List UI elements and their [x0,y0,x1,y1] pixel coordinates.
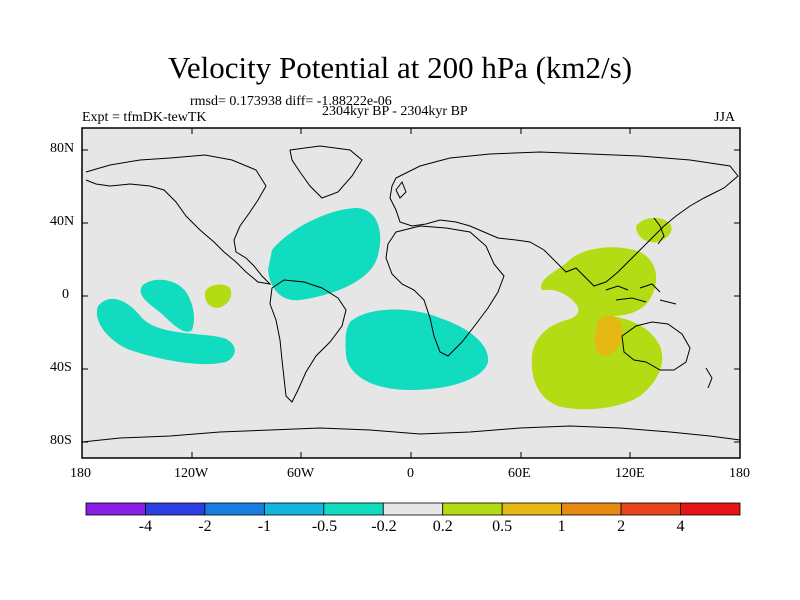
positive-region-east-pacific [204,284,232,308]
lat-label-40s: 40S [50,360,72,375]
new-zealand-coast [705,367,713,389]
legend-label: 1 [557,518,566,535]
lon-ticks [81,128,741,458]
lon-label-120e: 120E [615,466,645,481]
lon-label-60w: 60W [287,466,315,481]
color-bar-swatch [382,502,444,516]
experiment-label: Expt = tfmDK-tewTK [82,110,207,125]
greenland-coast [289,145,363,199]
color-bar-swatch [501,502,563,516]
eurasia-coast [389,151,739,287]
australia-coast [621,321,691,371]
indonesia-coast [605,283,677,305]
chart-title: Velocity Potential at 200 hPa (km2/s) [167,50,633,85]
coastlines [81,145,741,443]
lat-label-40n: 40N [50,214,75,229]
negative-region-pacific-south [96,298,235,365]
color-bar-swatch [620,502,681,516]
color-bar-swatch [680,502,741,516]
north-america-coast [85,154,272,285]
strong-positive-region [594,315,623,356]
color-bar-swatch [442,502,503,516]
lat-label-80n: 80N [50,141,75,156]
legend-label: 4 [676,518,685,535]
lat-label-80s: 80S [50,433,72,448]
anomaly-fields [96,208,672,410]
lat-ticks [82,149,740,443]
negative-region-pacific-north [140,279,194,332]
legend-label: -2 [198,518,212,535]
period-label: 2304kyr BP - 2304kyr BP [322,104,468,119]
lon-label-120w: 120W [174,466,209,481]
legend-label: 0.5 [492,518,513,535]
lon-label-180w: 180 [70,466,91,481]
legend-label: -1 [257,518,272,535]
lon-label-60e: 60E [508,466,531,481]
negative-region-atlantic [268,208,381,301]
south-america-coast [269,279,347,403]
legend-label: -0.2 [371,518,397,535]
color-bar-swatch [323,502,384,516]
legend-label: -4 [138,518,153,535]
color-bar-swatch [204,502,265,516]
uk-coast [395,180,407,199]
lon-label-180e: 180 [729,466,750,481]
lat-label-0: 0 [62,287,69,302]
legend-label: 2 [617,518,626,535]
japan-coast [653,217,665,245]
color-bar [85,502,741,516]
africa-coast [385,225,505,357]
stats-label: rmsd= 0.173938 diff= -1.88222e-06 [190,94,392,109]
legend-label: 0.2 [432,518,453,535]
antarctica-coast [81,425,741,443]
negative-region-south-atlantic [345,309,489,390]
legend-label: -0.5 [311,518,338,535]
lon-label-0: 0 [407,466,414,481]
color-bar-swatch [561,502,622,516]
color-bar-swatch [263,502,325,516]
positive-region-japan [636,217,672,243]
color-bar-swatch [85,502,146,516]
season-label: JJA [714,110,736,125]
color-bar-swatch [145,502,206,516]
